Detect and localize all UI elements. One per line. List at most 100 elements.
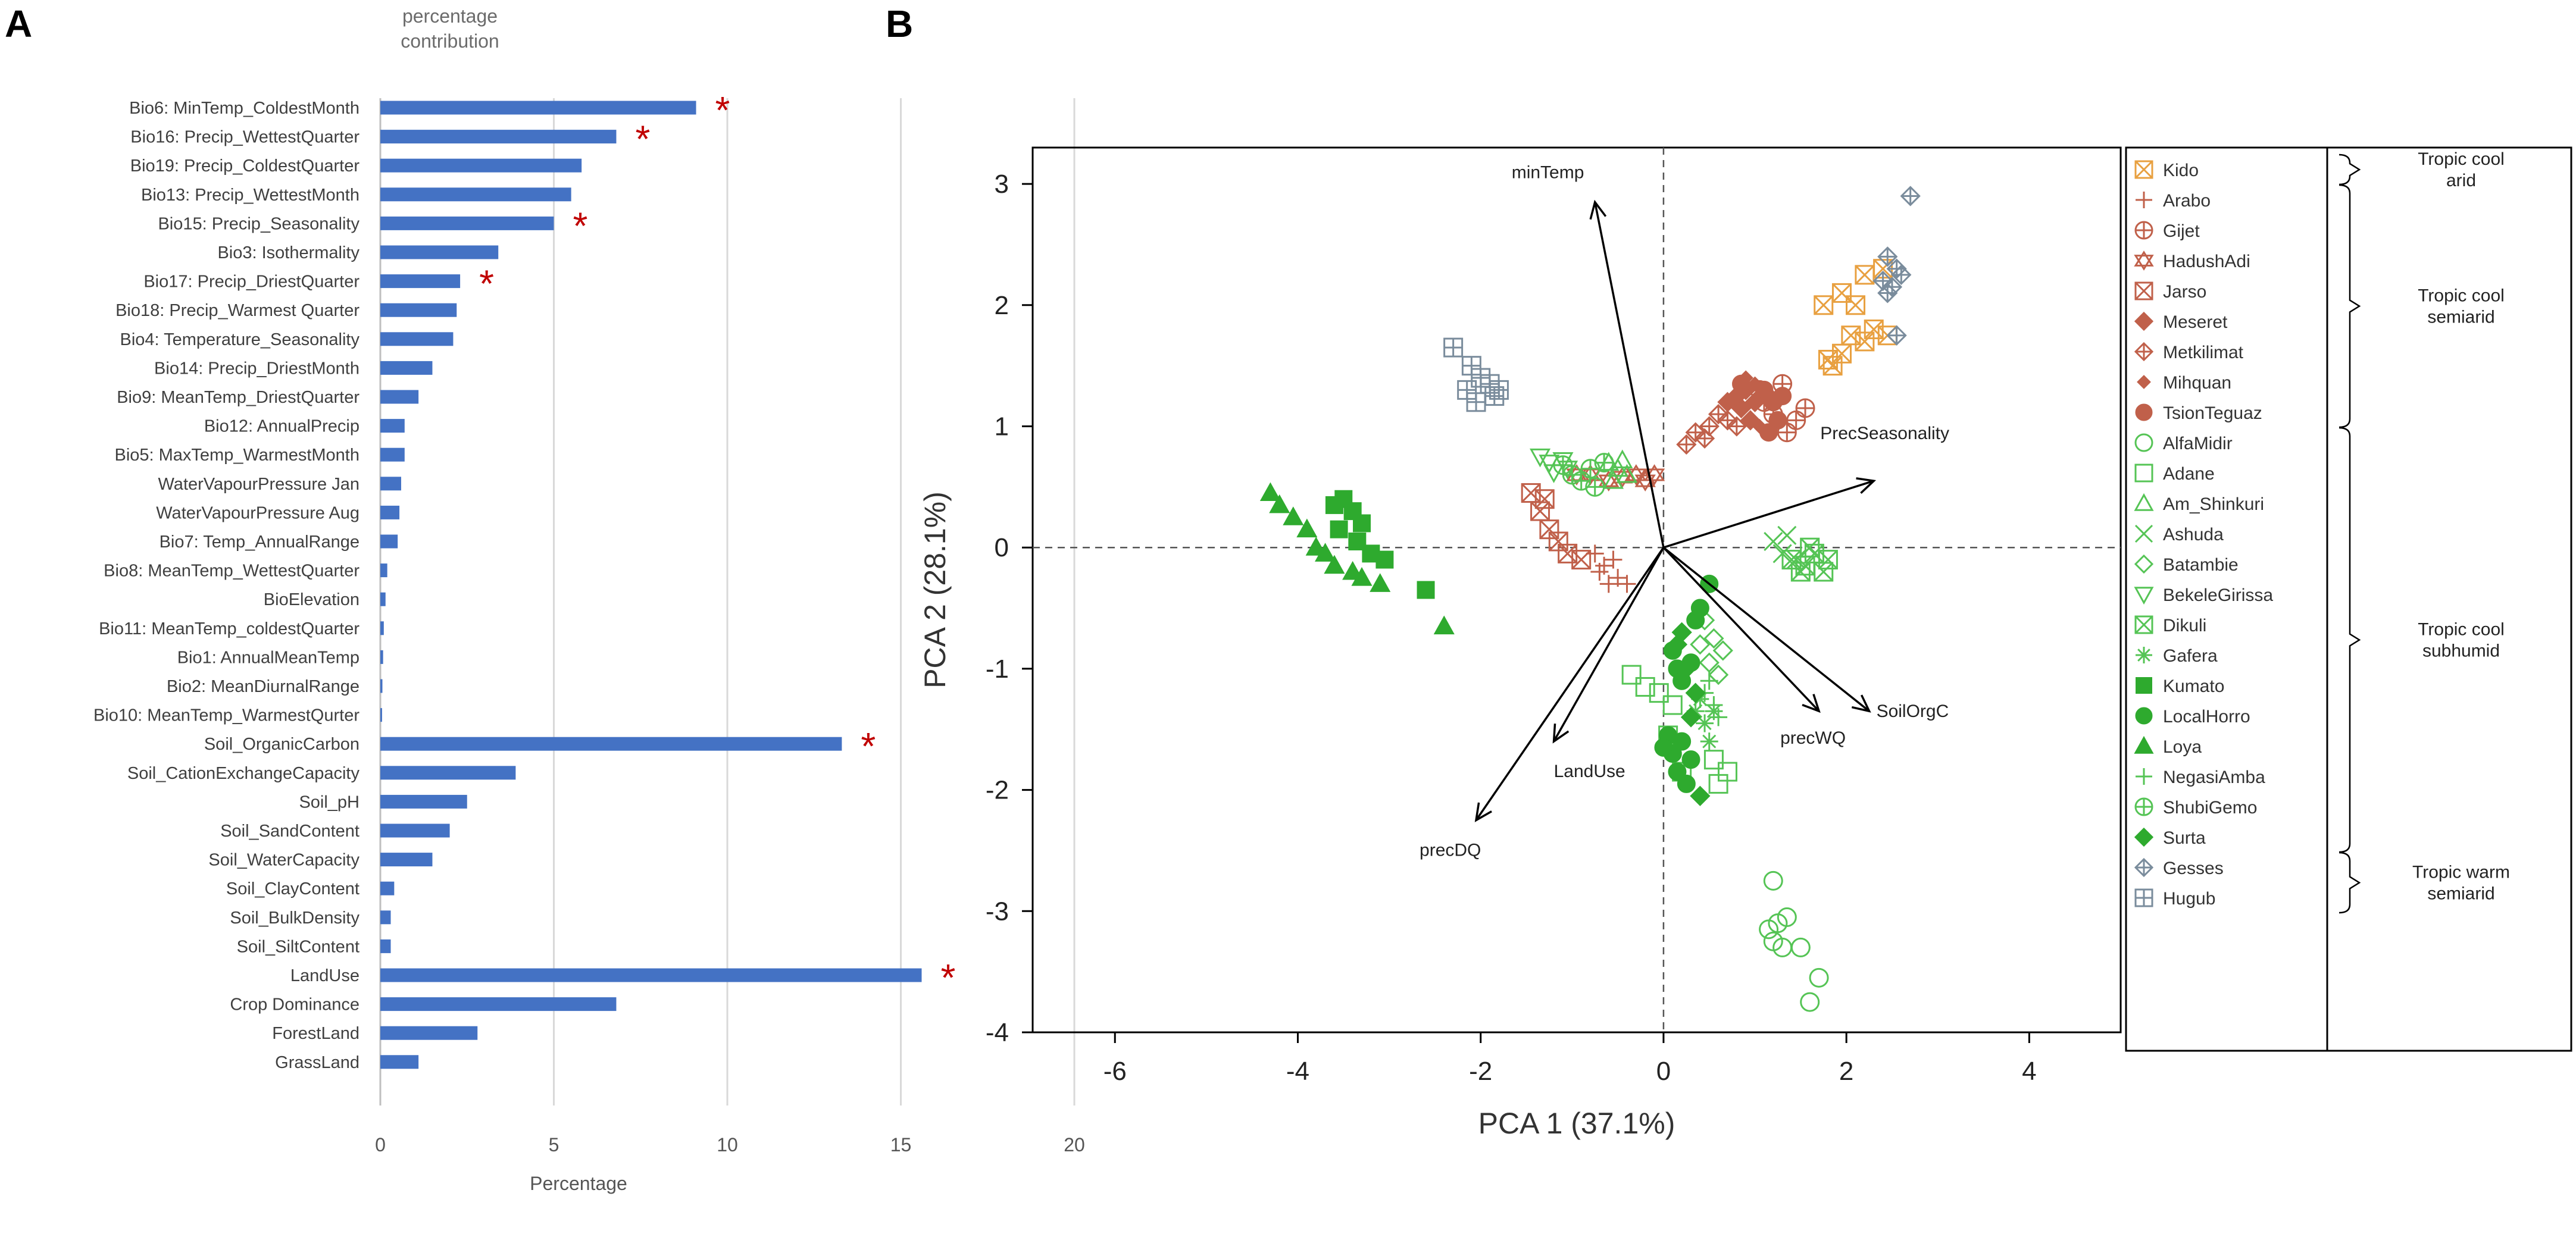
chart-b-point bbox=[1822, 356, 1843, 376]
chart-a-category-label: GrassLand bbox=[275, 1053, 359, 1072]
chart-b-series-gesses bbox=[1872, 186, 1921, 346]
chart-b-point bbox=[1891, 264, 1912, 286]
chart-b-y-tick-label: -2 bbox=[986, 776, 1009, 805]
chart-b-point-shape bbox=[1305, 537, 1327, 556]
chart-b-legend-marker bbox=[2134, 554, 2154, 574]
chart-b-point bbox=[1375, 550, 1394, 569]
chart-b-legend-label: Mihquan bbox=[2163, 373, 2231, 393]
chart-b-climate-label: Tropic warm bbox=[2412, 863, 2510, 882]
chart-a-star-marker: * bbox=[573, 204, 588, 247]
chart-a-category-label: Bio8: MeanTemp_WettestQuarter bbox=[104, 562, 359, 581]
chart-a-category-label: Bio15: Precip_Seasonality bbox=[158, 214, 359, 233]
chart-b-climate-bracket bbox=[2339, 154, 2361, 186]
chart-b-point-shape bbox=[1800, 537, 1820, 558]
chart-b-vector-label: precDQ bbox=[1420, 841, 1481, 860]
chart-b-point bbox=[1621, 665, 1642, 685]
chart-b-point bbox=[1763, 870, 1783, 891]
chart-b-point bbox=[1433, 615, 1455, 635]
chart-b-legend-marker bbox=[2136, 647, 2152, 663]
chart-b-legend-marker bbox=[2134, 433, 2153, 452]
chart-b-point bbox=[1590, 562, 1609, 581]
chart-b-climate-label: arid bbox=[2446, 171, 2476, 190]
chart-b-climate-bracket bbox=[2339, 427, 2361, 853]
chart-a-bar bbox=[380, 621, 384, 635]
chart-a-star-marker: * bbox=[940, 956, 955, 999]
chart-b-point-stroke bbox=[1800, 538, 1820, 558]
chart-b-x-tick-label: 4 bbox=[2022, 1057, 2036, 1086]
chart-b-point-shape bbox=[1621, 665, 1642, 685]
chart-b-point-shape bbox=[1324, 555, 1345, 574]
chart-b-legend-marker-shape bbox=[2134, 735, 2154, 754]
chart-b-x-axis-label: PCA 1 (37.1%) bbox=[1478, 1107, 1675, 1140]
chart-b-point-shape bbox=[1616, 464, 1638, 483]
chart-a-star-markers: * * * * * * bbox=[479, 89, 955, 999]
chart-a-category-label: Bio7: Temp_AnnualRange bbox=[160, 533, 359, 552]
chart-b-legend-marker bbox=[2134, 888, 2153, 907]
chart-b-legend-marker bbox=[2134, 281, 2153, 300]
chart-b-point bbox=[1676, 434, 1697, 455]
chart-b-legend-label: LocalHorro bbox=[2163, 707, 2250, 726]
chart-b-y-ticks: 3 2 1 0 -1 -2 -3 -4 bbox=[986, 170, 1033, 1047]
chart-a-bar bbox=[380, 303, 457, 317]
chart-b-vector-line bbox=[1594, 202, 1665, 548]
chart-b-legend-marker bbox=[2134, 342, 2154, 362]
chart-b-point bbox=[1680, 707, 1702, 728]
chart-b-series-jarso bbox=[1521, 483, 1592, 570]
chart-b-vector-label: precWQ bbox=[1780, 728, 1846, 748]
chart-a-bar bbox=[380, 853, 433, 867]
chart-b-legend-marker-shape bbox=[2134, 827, 2154, 847]
chart-a-category-label: Bio3: Isothermality bbox=[217, 243, 359, 262]
chart-b-point bbox=[1417, 581, 1435, 599]
chart-b-point-shape bbox=[1732, 374, 1751, 393]
chart-b-legend-box bbox=[2125, 146, 2328, 1052]
chart-b-point bbox=[1777, 525, 1797, 545]
chart-b-point-shape bbox=[1841, 325, 1861, 346]
chart-b-series-loya bbox=[1259, 482, 1455, 635]
chart-b-point-stroke bbox=[1814, 562, 1833, 582]
chart-a-category-label: WaterVapourPressure Aug bbox=[156, 503, 359, 522]
chart-a-bar bbox=[380, 708, 382, 722]
chart-b-point bbox=[1457, 380, 1477, 400]
chart-b-point bbox=[1521, 483, 1541, 503]
chart-b-point-shape bbox=[1790, 937, 1811, 957]
chart-a-category-label: Bio5: MaxTemp_WarmestMonth bbox=[114, 446, 359, 465]
chart-b-point bbox=[1790, 937, 1811, 957]
chart-b-point-shape bbox=[1433, 615, 1455, 635]
chart-b-legend-label: Metkilimat bbox=[2163, 343, 2244, 362]
chart-b-point bbox=[1616, 464, 1638, 483]
chart-b-point-shape bbox=[1790, 562, 1811, 582]
chart-b-y-tick-label: -1 bbox=[986, 654, 1009, 684]
chart-b-series-tsionteguaz bbox=[1732, 374, 1792, 442]
chart-b-legend-label: NegasiAmba bbox=[2163, 768, 2265, 787]
chart-b-vector-label: LandUse bbox=[1554, 762, 1625, 781]
chart-b-legend-marker-shape bbox=[2134, 554, 2154, 574]
chart-b-point-shape bbox=[1831, 283, 1852, 303]
chart-b-point bbox=[1700, 672, 1718, 690]
chart-b-point bbox=[1800, 992, 1820, 1012]
chart-a-category-labels: Bio6: MinTemp_ColdestMonth Bio16: Precip_… bbox=[93, 99, 359, 1072]
chart-b-vector-line bbox=[1662, 546, 1870, 712]
chart-b-point-shape bbox=[1612, 449, 1633, 469]
chart-a-category-label: Soil_pH bbox=[299, 793, 359, 812]
chart-b-legend-marker bbox=[2134, 797, 2153, 816]
chart-b-legend-label: Gesses bbox=[2163, 859, 2224, 878]
chart-a-bar bbox=[380, 1055, 419, 1069]
chart-b-legend-label: Arabo bbox=[2163, 191, 2211, 211]
chart-b-point bbox=[1700, 732, 1718, 751]
chart-b-point-shape bbox=[1643, 464, 1665, 481]
chart-b-point bbox=[1269, 494, 1290, 513]
chart-b-point-stroke bbox=[1697, 716, 1712, 731]
chart-b-point bbox=[1443, 337, 1464, 358]
chart-a-bar bbox=[380, 794, 467, 809]
chart-b-climate-label: Tropic cool bbox=[2418, 286, 2505, 306]
chart-b-point-stroke bbox=[1846, 295, 1865, 315]
panel-letter-b: B bbox=[886, 2, 913, 45]
chart-b-point bbox=[1259, 482, 1281, 502]
chart-b-plot-frame bbox=[1031, 146, 2122, 1034]
chart-b-point bbox=[1759, 919, 1779, 940]
chart-a-x-tick-label: 5 bbox=[549, 1134, 559, 1155]
chart-a-bar bbox=[380, 997, 617, 1011]
chart-b-y-tick-label: 0 bbox=[995, 533, 1009, 562]
chart-b-point-shape bbox=[1635, 677, 1655, 697]
chart-a-bar bbox=[380, 592, 386, 606]
